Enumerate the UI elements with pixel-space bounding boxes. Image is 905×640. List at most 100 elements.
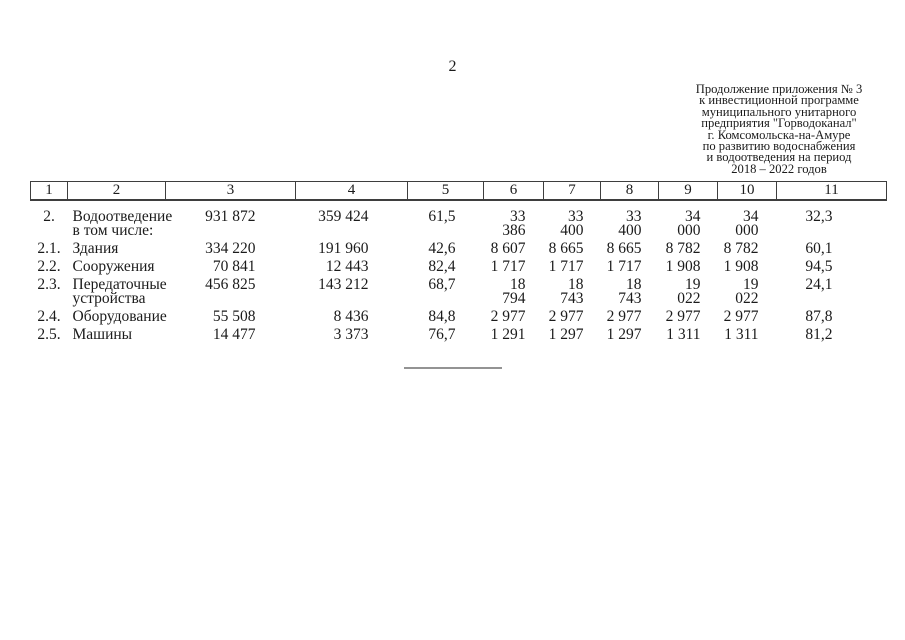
cell-col10: 2 977 (723, 308, 759, 325)
column-header-2: 2 (67, 181, 166, 201)
column-header-1: 1 (30, 181, 68, 201)
row-label-text: Сооружения (72, 258, 155, 275)
cell-col8: 8 665 (606, 240, 642, 257)
appendix-header-line: к инвестиционной программе (699, 93, 859, 108)
page-number: 2 (448, 58, 457, 75)
row-sublabel-text: в том числе: (72, 222, 154, 239)
cell-col9: 1 908 (665, 258, 701, 275)
row-label: Машины (68, 326, 166, 344)
table-row: 2.3. Передаточные устройства 456 825 143 21… (31, 276, 887, 308)
cell-col5: 42,6 (428, 240, 456, 257)
appendix-header-line: по развитию водоснабжения (702, 139, 856, 154)
cell-col11: 81,2 (805, 326, 833, 343)
column-header-7: 7 (543, 181, 601, 201)
cell-col9: 2 977 (665, 308, 701, 325)
cell-col5: 68,7 (428, 276, 456, 293)
cell-col9: 19 022 (677, 276, 701, 307)
cell-col7: 1 297 (548, 326, 584, 343)
row-label-text: Водоотведение (72, 208, 173, 225)
cell-col9: 8 782 (665, 240, 701, 257)
row-number: 2. (43, 208, 55, 225)
table-row: 2. Водоотведение в том числе: 931 872 359 42… (31, 200, 887, 240)
cell-col10: 19 022 (735, 276, 759, 307)
column-header-3: 3 (165, 181, 296, 201)
column-header-4: 4 (295, 181, 408, 201)
appendix-header-line: г. Комсомольска-на-Амуре (707, 127, 851, 142)
cell-col8: 2 977 (606, 308, 642, 325)
cell-col6: 2 977 (490, 308, 526, 325)
cell-col5: 76,7 (428, 326, 456, 343)
cell-col7: 2 977 (548, 308, 584, 325)
cell-col10: 34 000 (735, 208, 759, 239)
cell-col8: 18 743 (618, 276, 642, 307)
column-header-6: 6 (483, 181, 544, 201)
cell-col10: 1 311 (724, 326, 759, 343)
appendix-header-line: 2018 – 2022 годов (731, 161, 827, 176)
table-row: 2.4. Оборудование 55 508 8 436 84,8 2 977 2 97… (31, 308, 887, 326)
cell-col4: 143 212 (318, 276, 369, 293)
row-label: Водоотведение в том числе: (68, 200, 173, 240)
column-header-10: 10 (717, 181, 777, 201)
table-row: 2.1. Здания 334 220 191 960 42,6 8 607 8 665 8 … (31, 240, 887, 258)
row-number: 2.5. (37, 326, 61, 343)
cell-col11: 60,1 (805, 240, 833, 257)
cell-col6: 33 386 (502, 208, 526, 239)
appendix-header-line: и водоотведения на период (706, 150, 852, 165)
cell-col7: 18 743 (560, 276, 584, 307)
cell-col11: 24,1 (805, 276, 833, 293)
cell-col3: 931 872 (205, 208, 256, 225)
cell-col9: 1 311 (666, 326, 701, 343)
assets-table: 1 2 3 4 5 6 7 8 9 10 11 2. Водоотведение в том числе… (30, 181, 887, 344)
column-header-11: 11 (776, 181, 887, 201)
cell-col3: 14 477 (212, 326, 256, 343)
row-number: 2.4. (37, 308, 61, 325)
cell-col7: 8 665 (548, 240, 584, 257)
column-header-5: 5 (407, 181, 484, 201)
row-label-text: Здания (72, 240, 119, 257)
row-label: Оборудование (68, 308, 167, 326)
row-label-text: Передаточные устройства (72, 276, 167, 307)
cell-col10: 1 908 (723, 258, 759, 275)
table-row: 2.2. Сооружения 70 841 12 443 82,4 1 717 1 717… (31, 258, 887, 276)
cell-col3: 70 841 (212, 258, 256, 275)
cell-col10: 8 782 (723, 240, 759, 257)
cell-col8: 33 400 (618, 208, 642, 239)
cell-col11: 32,3 (805, 208, 833, 225)
cell-col11: 94,5 (805, 258, 833, 275)
column-header-8: 8 (600, 181, 659, 201)
footnote-separator (404, 367, 502, 369)
row-label-text: Машины (72, 326, 133, 343)
cell-col3: 55 508 (212, 308, 256, 325)
cell-col8: 1 717 (606, 258, 642, 275)
table-row: 2.5. Машины 14 477 3 373 76,7 1 291 1 297 1 297… (31, 326, 887, 344)
appendix-header-line: предприятия "Горводоканал" (701, 116, 857, 131)
row-label-text: Оборудование (72, 308, 167, 325)
row-number: 2.1. (37, 240, 61, 257)
row-label: Передаточные устройства (68, 276, 167, 308)
cell-col11: 87,8 (805, 308, 833, 325)
cell-col7: 33 400 (560, 208, 584, 239)
cell-col4: 12 443 (325, 258, 369, 275)
column-header-9: 9 (658, 181, 718, 201)
cell-col9: 34 000 (677, 208, 701, 239)
cell-col5: 82,4 (428, 258, 456, 275)
row-label: Здания (68, 240, 166, 258)
cell-col5: 84,8 (428, 308, 456, 325)
cell-col6: 1 291 (490, 326, 526, 343)
cell-col7: 1 717 (548, 258, 584, 275)
cell-col4: 8 436 (333, 308, 369, 325)
cell-col6: 18 794 (502, 276, 526, 307)
table-header-row: 1 2 3 4 5 6 7 8 9 10 11 (30, 181, 887, 201)
cell-col4: 191 960 (318, 240, 369, 257)
cell-col6: 8 607 (490, 240, 526, 257)
cell-col4: 359 424 (318, 208, 369, 225)
row-number: 2.3. (37, 276, 61, 293)
cell-col8: 1 297 (606, 326, 642, 343)
row-number: 2.2. (37, 258, 61, 275)
row-label: Сооружения (68, 258, 166, 276)
cell-col5: 61,5 (428, 208, 456, 225)
appendix-header-line: муниципального унитарного (701, 104, 857, 119)
cell-col3: 456 825 (205, 276, 256, 293)
